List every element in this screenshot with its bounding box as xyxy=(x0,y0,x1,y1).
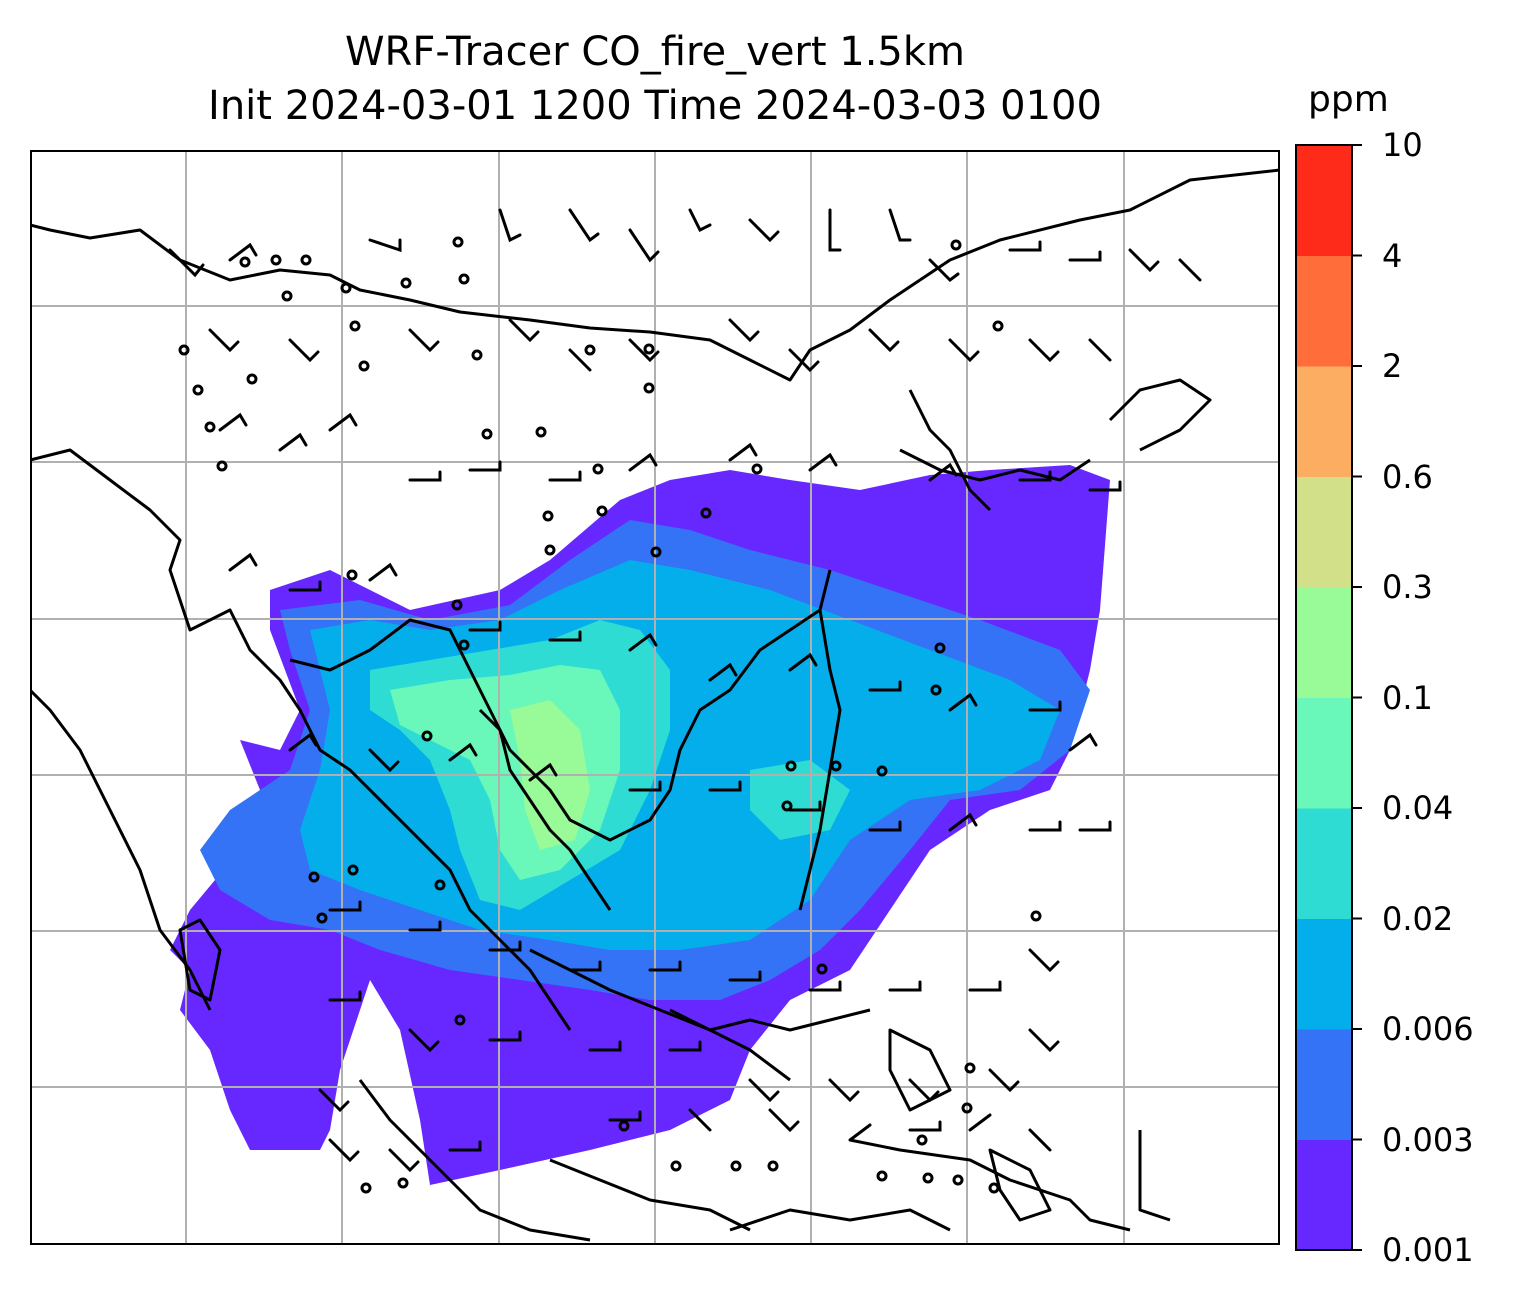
colorbar-tick-label: 0.006 xyxy=(1382,1010,1474,1048)
plume-level-4b xyxy=(750,760,850,840)
colorbar-tick-marks xyxy=(1352,144,1362,1251)
colorbar-tick-label: 4 xyxy=(1382,236,1403,275)
colorbar-segment xyxy=(1296,145,1352,256)
colorbar-segment xyxy=(1296,366,1352,477)
wind-barbs xyxy=(168,208,1202,1173)
map-title-line-1: WRF-Tracer CO_fire_vert 1.5km xyxy=(344,29,966,75)
gridlines xyxy=(30,150,1280,1245)
map-frame xyxy=(30,150,1280,1245)
colorbar-segment xyxy=(1296,697,1352,809)
colorbar-segment xyxy=(1296,918,1352,1030)
colorbar-tick-label: 0.3 xyxy=(1382,568,1433,606)
colorbar-segment xyxy=(1296,476,1352,588)
colorbar-segments xyxy=(1296,145,1352,1251)
colorbar-unit-label: ppm xyxy=(1308,79,1389,120)
colorbar-tick-label: 0.003 xyxy=(1382,1120,1474,1159)
colorbar-segment xyxy=(1296,587,1352,698)
colorbar-tick-label: 0.6 xyxy=(1382,457,1433,496)
colorbar-tick-label: 0.001 xyxy=(1382,1231,1474,1269)
colorbar-tick-label: 0.02 xyxy=(1382,899,1454,938)
colorbar xyxy=(1295,144,1362,1251)
colorbar-tick-label: 10 xyxy=(1382,126,1423,164)
map-title-line-2: Init 2024-03-01 1200 Time 2024-03-03 010… xyxy=(208,83,1102,129)
colorbar-tick-label: 2 xyxy=(1382,347,1403,385)
colorbar-tick-label: 0.04 xyxy=(1382,789,1454,827)
calm-markers xyxy=(178,236,1042,1194)
colorbar-segment xyxy=(1296,1029,1352,1140)
colorbar-segment xyxy=(1296,808,1352,919)
colorbar-segment xyxy=(1296,1139,1352,1251)
colorbar-tick-label: 0.1 xyxy=(1382,678,1433,717)
map-panel[interactable] xyxy=(30,150,1280,1245)
colorbar-segment xyxy=(1296,255,1352,367)
coastlines xyxy=(30,168,1280,1242)
